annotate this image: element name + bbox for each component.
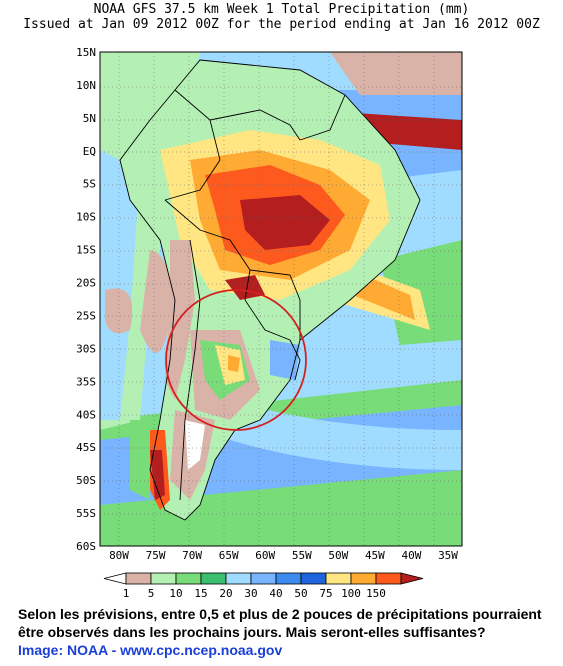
- highlight-circle: [165, 289, 307, 431]
- argentina-orange-spot: [228, 355, 240, 372]
- latitude-labels: 15N 10N 5N EQ 5S 10S 15S 20S 25S 30S 35S 40S 45S 50S 5…: [76, 46, 96, 553]
- pacific-dry-patch-1: [140, 250, 171, 353]
- legend-label: 1: [123, 587, 130, 600]
- lat-label: 50S: [76, 474, 96, 487]
- lon-label: 35W: [438, 549, 458, 562]
- southern-chile-green: [130, 420, 150, 500]
- caption-line-2: être observés dans les prochains jours. …: [18, 624, 486, 640]
- map-title: NOAA GFS 37.5 km Week 1 Total Precipitat…: [93, 2, 470, 17]
- pacific-blue: [100, 150, 140, 420]
- lon-label: 55W: [292, 549, 312, 562]
- legend-swatch: [350, 572, 377, 585]
- legend-arrow-high: [400, 572, 424, 585]
- ocean-band-lightblue: [230, 400, 462, 470]
- lon-label: 60W: [255, 549, 275, 562]
- southern-chile-darkred: [150, 450, 165, 500]
- legend-swatch: [300, 572, 327, 585]
- lat-label: 55S: [76, 507, 96, 520]
- lon-label: 65W: [219, 549, 239, 562]
- lat-label: 25S: [76, 309, 96, 322]
- lon-label: 50W: [328, 549, 348, 562]
- legend-swatch: [325, 572, 352, 585]
- lat-label: 10S: [76, 211, 96, 224]
- uruguay-blue: [270, 340, 300, 380]
- lon-label: 40W: [402, 549, 422, 562]
- lat-label: 20S: [76, 277, 96, 290]
- graticule: [100, 52, 462, 546]
- map-svg: 15N 10N 5N EQ 5S 10S 15S 20S 25S 30S 35S 40S 45S 50S 5…: [76, 46, 463, 600]
- map-frame: [99, 51, 463, 547]
- legend-label: 50: [294, 587, 307, 600]
- legend-label: 100: [341, 587, 361, 600]
- lon-label: 80W: [109, 549, 129, 562]
- image-credit: Image: NOAA - www.cpc.ncep.noaa.gov: [18, 642, 283, 658]
- bolivia-darkred: [225, 275, 265, 300]
- caption-line-1: Selon les prévisions, entre 0,5 et plus …: [18, 606, 542, 622]
- lat-label: EQ: [83, 145, 96, 158]
- legend-label: 20: [219, 587, 232, 600]
- amazon-darkred: [240, 195, 330, 250]
- legend-label: 5: [148, 587, 155, 600]
- lat-label: 5N: [83, 112, 96, 125]
- lon-label: 75W: [146, 549, 166, 562]
- legend-swatch: [250, 572, 277, 585]
- lat-label: 15N: [76, 46, 96, 59]
- precipitation-field: [100, 52, 462, 546]
- lat-label: 30S: [76, 342, 96, 355]
- lat-label: 5S: [83, 178, 96, 191]
- lat-label: 15S: [76, 244, 96, 257]
- legend-label: 10: [169, 587, 182, 600]
- lat-label: 45S: [76, 441, 96, 454]
- longitude-labels: 80W 75W 70W 65W 60W 55W 50W 45W 40W 35W: [109, 549, 458, 562]
- legend-swatch: [150, 572, 177, 585]
- legend-label: 40: [269, 587, 282, 600]
- lat-label: 40S: [76, 408, 96, 421]
- legend-label: 30: [244, 587, 257, 600]
- legend-label: 150: [366, 587, 386, 600]
- patagonia-white: [185, 420, 205, 470]
- legend-label: 15: [194, 587, 207, 600]
- pacific-dry-patch-2: [105, 288, 133, 334]
- legend-swatch: [125, 572, 152, 585]
- map-subtitle: Issued at Jan 09 2012 00Z for the period…: [23, 17, 540, 32]
- lat-label: 60S: [76, 540, 96, 553]
- country-borders: [119, 59, 421, 521]
- caption: Selon les prévisions, entre 0,5 et plus …: [18, 605, 558, 641]
- legend-colorbar: 1 5 10 15 20 30 40 50 75 100 150: [103, 572, 424, 600]
- legend-swatch: [225, 572, 252, 585]
- legend-swatch: [375, 572, 402, 585]
- lat-label: 10N: [76, 79, 96, 92]
- lon-label: 70W: [182, 549, 202, 562]
- legend-arrow-low: [103, 572, 127, 585]
- legend-label: 75: [319, 587, 332, 600]
- lon-label: 45W: [365, 549, 385, 562]
- legend-swatch: [200, 572, 227, 585]
- atacama-dry: [165, 240, 195, 400]
- caribbean-dry: [330, 52, 462, 95]
- precipitation-map-figure: 15N 10N 5N EQ 5S 10S 15S 20S 25S 30S 35S 40S 45S 50S 5…: [76, 46, 463, 600]
- legend-swatch: [175, 572, 202, 585]
- legend-swatch: [275, 572, 302, 585]
- lat-label: 35S: [76, 375, 96, 388]
